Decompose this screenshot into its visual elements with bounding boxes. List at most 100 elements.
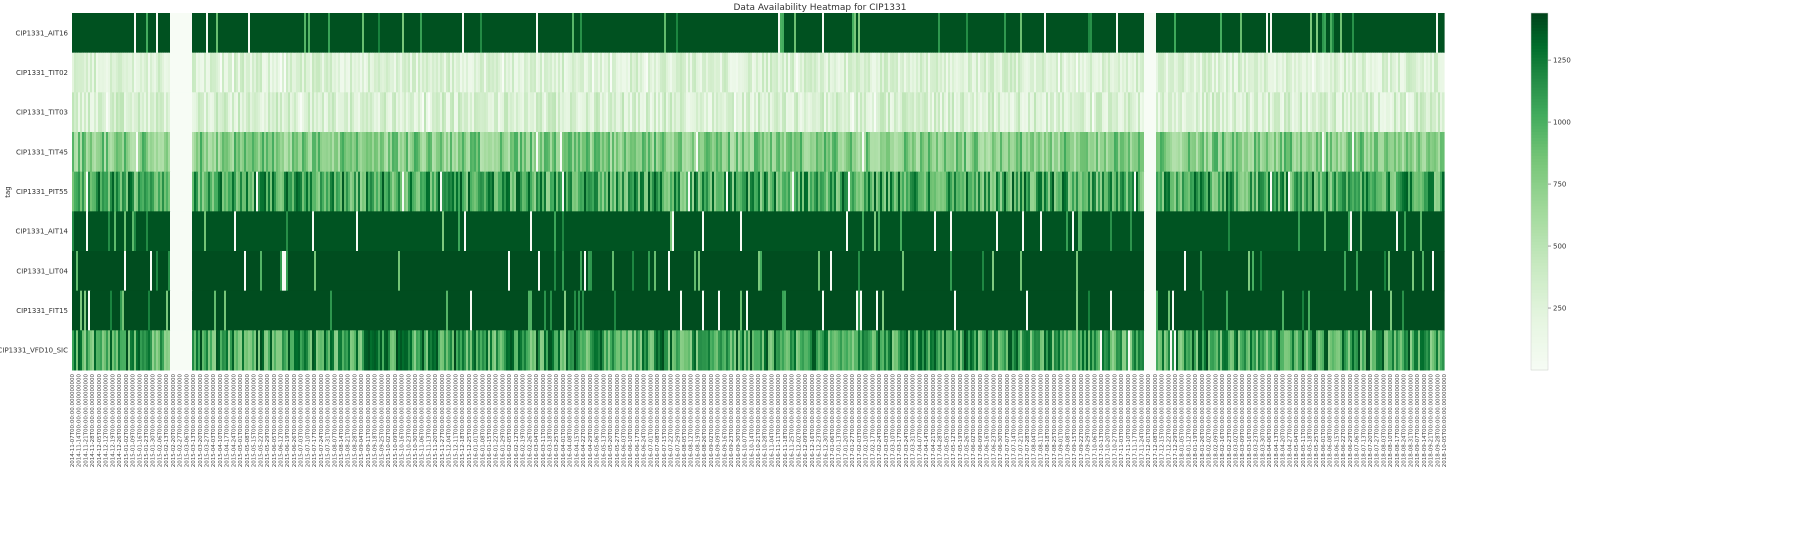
- heatmap-cell: [782, 171, 785, 212]
- heatmap-cell: [836, 132, 839, 173]
- x-tick-label: 2016-09-23T00:00:00.000000000: [729, 374, 735, 468]
- heatmap-cell: [126, 211, 133, 252]
- heatmap-cell: [726, 92, 729, 133]
- heatmap-cell: [1426, 330, 1429, 371]
- heatmap-cell: [926, 52, 929, 93]
- heatmap-cell: [572, 132, 575, 173]
- heatmap-cell: [1322, 92, 1325, 133]
- heatmap-cell: [620, 92, 623, 133]
- heatmap-cell: [1130, 132, 1133, 173]
- heatmap-cell: [234, 211, 237, 252]
- heatmap-cell: [254, 171, 257, 212]
- heatmap-cell: [392, 132, 395, 173]
- heatmap-cell: [318, 132, 321, 173]
- heatmap-cell: [1276, 330, 1279, 371]
- heatmap-cell: [104, 171, 107, 212]
- heatmap-cell: [700, 52, 703, 93]
- heatmap-cell: [336, 330, 339, 371]
- heatmap-cell: [384, 132, 387, 173]
- heatmap-cell: [722, 92, 725, 133]
- heatmap-cell: [856, 290, 859, 331]
- heatmap-cell: [670, 52, 673, 93]
- heatmap-cell: [1350, 330, 1353, 371]
- heatmap-cell: [1380, 92, 1383, 133]
- heatmap-cell: [440, 92, 443, 133]
- heatmap-cell: [1292, 132, 1295, 173]
- heatmap-cell: [306, 132, 309, 173]
- heatmap-cell: [196, 52, 199, 93]
- heatmap-cell: [1196, 171, 1199, 212]
- heatmap-cell: [786, 171, 789, 212]
- heatmap-cell: [102, 171, 105, 212]
- x-tick-label: 2016-06-24T00:00:00.000000000: [642, 374, 648, 468]
- heatmap-cell: [1126, 330, 1129, 371]
- heatmap-cell: [946, 132, 949, 173]
- heatmap-cell: [900, 92, 903, 133]
- heatmap-cell: [934, 92, 937, 133]
- heatmap-cell: [1270, 13, 1273, 54]
- heatmap-cell: [262, 52, 265, 93]
- heatmap-cell: [768, 330, 771, 371]
- heatmap-cell: [866, 92, 869, 133]
- heatmap-cell: [1290, 330, 1293, 371]
- heatmap-cell: [1388, 92, 1391, 133]
- heatmap-cell: [456, 330, 459, 371]
- heatmap-cell: [670, 92, 673, 133]
- heatmap-cell: [1114, 92, 1117, 133]
- heatmap-cell: [386, 92, 389, 133]
- heatmap-cell: [854, 330, 857, 371]
- heatmap-cell: [1248, 330, 1251, 371]
- heatmap-cell: [678, 171, 681, 212]
- heatmap-cell: [1398, 171, 1401, 212]
- heatmap-cell: [462, 52, 465, 93]
- x-tick-label: 2015-11-13T00:00:00.000000000: [426, 374, 432, 468]
- heatmap-cell: [1362, 171, 1365, 212]
- heatmap-cell: [360, 132, 363, 173]
- heatmap-cell: [1424, 171, 1427, 212]
- heatmap-cell: [576, 290, 579, 331]
- heatmap-cell: [760, 330, 763, 371]
- colorbar-segment: [1531, 69, 1548, 74]
- heatmap-cell: [1368, 171, 1371, 212]
- heatmap-cell: [1426, 171, 1429, 212]
- heatmap-cell: [1320, 330, 1323, 371]
- heatmap-cell: [1258, 132, 1261, 173]
- colorbar-segment: [1531, 120, 1548, 124]
- heatmap-cell: [1238, 52, 1241, 93]
- heatmap-cell: [356, 211, 359, 252]
- x-tick-label: 2017-04-14T00:00:00.000000000: [924, 374, 930, 468]
- heatmap-cell: [374, 92, 377, 133]
- heatmap-cell: [300, 132, 303, 173]
- heatmap-cell: [820, 251, 831, 292]
- heatmap-cell: [442, 52, 445, 93]
- heatmap-cell: [538, 52, 541, 93]
- heatmap-cell: [542, 92, 545, 133]
- heatmap-cell: [274, 92, 277, 133]
- heatmap-cell: [238, 92, 241, 133]
- heatmap-cell: [214, 290, 217, 331]
- heatmap-cell: [478, 132, 481, 173]
- heatmap-cell: [968, 330, 971, 371]
- heatmap-cell: [936, 132, 939, 173]
- heatmap-cell: [594, 330, 597, 371]
- heatmap-cell: [1410, 92, 1413, 133]
- heatmap-cell: [354, 132, 357, 173]
- heatmap-cell: [1204, 132, 1207, 173]
- x-tick-label: 2017-07-28T00:00:00.000000000: [1025, 374, 1031, 468]
- x-tick-label: 2015-10-16T00:00:00.000000000: [400, 374, 406, 468]
- heatmap-cell: [1242, 92, 1245, 133]
- heatmap-cell: [1252, 330, 1255, 371]
- heatmap-cell: [1396, 92, 1399, 133]
- heatmap-cell: [1078, 92, 1081, 133]
- heatmap-cell: [1178, 52, 1181, 93]
- heatmap-cell: [912, 330, 915, 371]
- heatmap-cell: [548, 52, 551, 93]
- heatmap-cell: [676, 92, 679, 133]
- heatmap-cell: [1354, 330, 1357, 371]
- x-tick-label: 2015-11-06T00:00:00.000000000: [420, 374, 426, 468]
- heatmap-cell: [602, 132, 605, 173]
- heatmap-cell: [416, 171, 419, 212]
- heatmap-cell: [704, 330, 707, 371]
- heatmap-cell: [492, 52, 495, 93]
- heatmap-cell: [938, 330, 941, 371]
